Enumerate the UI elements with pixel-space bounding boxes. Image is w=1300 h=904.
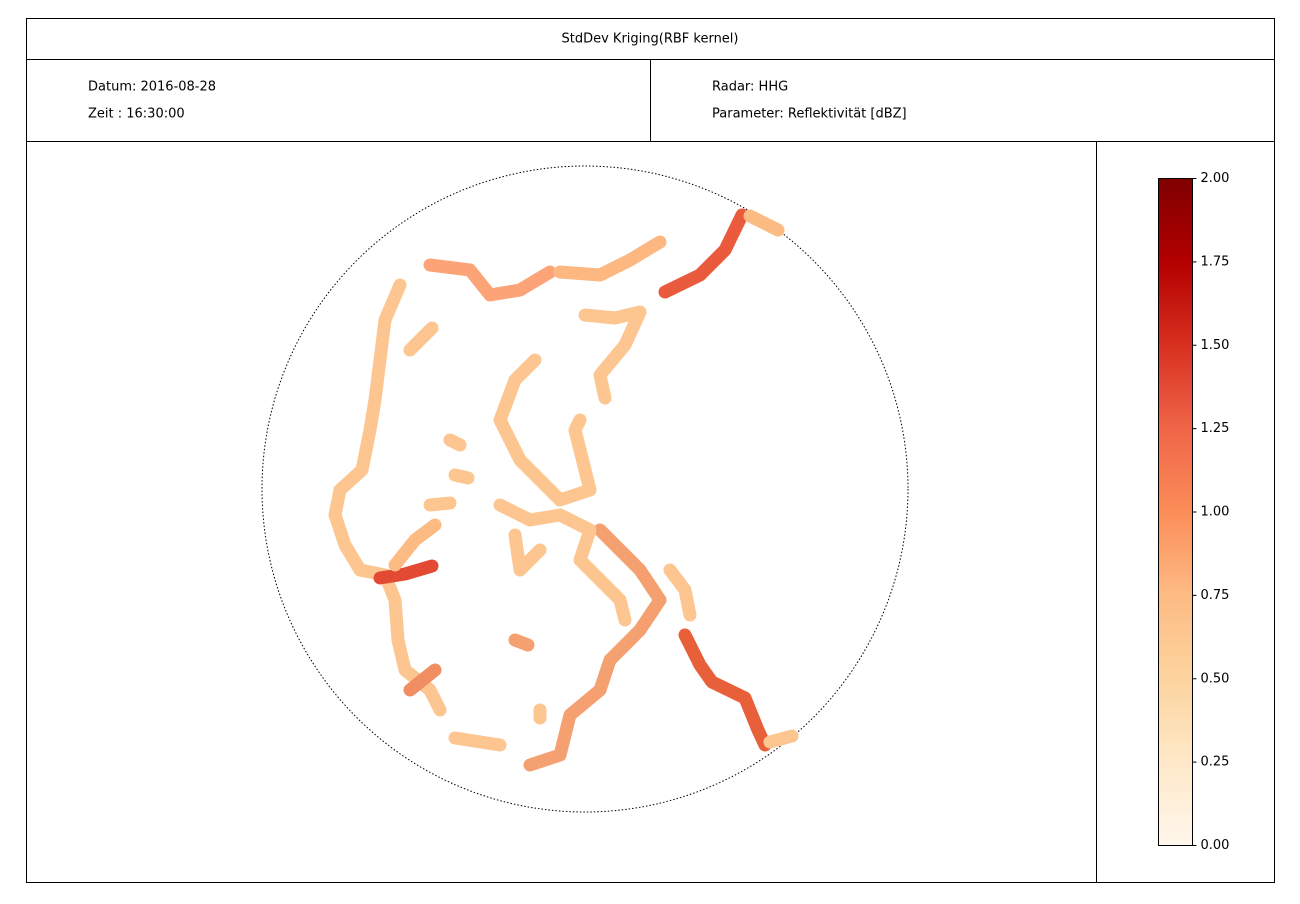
tick-label: 0.50 (1201, 671, 1230, 686)
track (328, 278, 447, 717)
track (448, 731, 507, 752)
title: StdDev Kriging(RBF kernel) (561, 32, 738, 47)
track (508, 633, 535, 652)
tick-label: 0.25 (1201, 755, 1230, 770)
track (553, 235, 667, 282)
parameter: Parameter: Reflektivität [dBZ] (712, 107, 907, 122)
time: Zeit : 16:30:00 (88, 107, 185, 122)
track (763, 729, 799, 749)
track (658, 208, 749, 299)
tick-label: 1.50 (1201, 338, 1230, 353)
radar: Radar: HHG (712, 80, 788, 95)
tick-label: 1.25 (1201, 421, 1230, 436)
track (493, 353, 597, 507)
track (743, 209, 785, 237)
track (578, 305, 647, 405)
track (508, 528, 547, 577)
tick-label: 0.00 (1201, 838, 1230, 853)
track (493, 498, 632, 627)
outer-frame (26, 18, 1275, 883)
tick-label: 0.75 (1201, 588, 1230, 603)
date: Datum: 2016-08-28 (88, 80, 216, 95)
tick-label: 1.00 (1201, 505, 1230, 520)
track (663, 563, 697, 622)
track (448, 468, 475, 485)
track (423, 258, 557, 302)
track (403, 663, 442, 697)
colorbar (1158, 178, 1193, 846)
track (373, 559, 439, 585)
track (443, 433, 467, 452)
tick-label: 2.00 (1201, 171, 1230, 186)
track (678, 628, 772, 752)
radar-range (261, 165, 909, 813)
track (388, 518, 442, 572)
track (403, 321, 439, 357)
track (523, 523, 667, 772)
tick-label: 1.75 (1201, 254, 1230, 269)
radar-plot (261, 165, 909, 813)
track (423, 496, 457, 512)
